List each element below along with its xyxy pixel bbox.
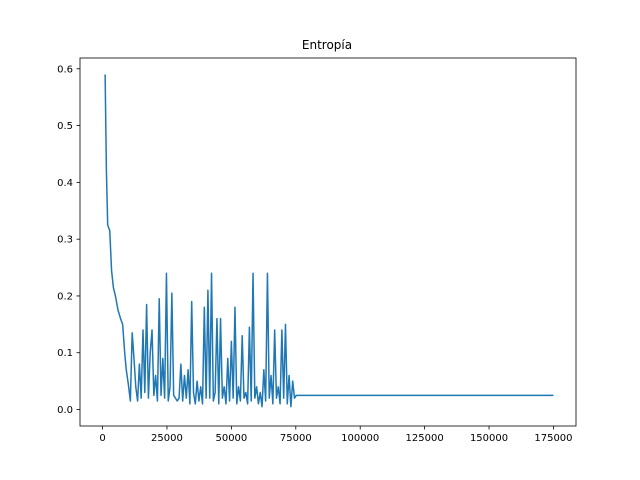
chart-title: Entropía (302, 38, 352, 52)
y-tick-label: 0.0 (57, 405, 73, 416)
y-tick-label: 0.4 (57, 178, 73, 189)
x-tick-label: 0 (99, 433, 105, 444)
y-tick-label: 0.6 (57, 64, 73, 75)
x-tick-label: 25000 (151, 433, 183, 444)
axes-frame (79, 57, 577, 427)
entropy-series-line (104, 74, 554, 408)
y-tick-label: 0.1 (57, 348, 73, 359)
y-tick-label: 0.5 (57, 121, 73, 132)
x-tick-label: 125000 (406, 433, 444, 444)
x-tick-label: 100000 (341, 433, 379, 444)
plot-area (104, 74, 554, 408)
x-tick-label: 175000 (534, 433, 572, 444)
x-axis: 0 25000 50000 75000 100000 125000 150000 175000 (99, 426, 573, 444)
x-tick-label: 75000 (280, 433, 312, 444)
y-tick-label: 0.2 (57, 291, 73, 302)
y-axis: 0.0 0.1 0.2 0.3 0.4 0.5 0.6 (57, 64, 80, 416)
y-tick-label: 0.3 (57, 235, 73, 246)
x-tick-label: 150000 (470, 433, 508, 444)
x-tick-label: 50000 (215, 433, 247, 444)
